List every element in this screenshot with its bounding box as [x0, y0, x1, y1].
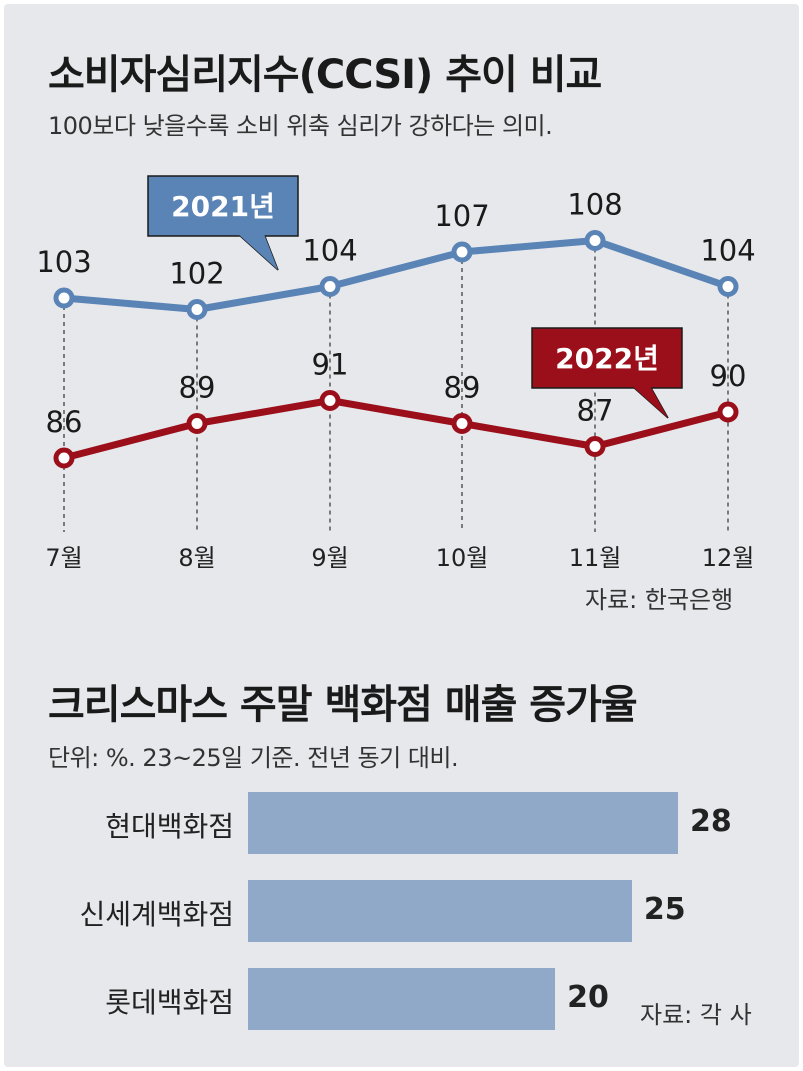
bar-category-label: 신세계백화점 [79, 898, 234, 931]
bar-chart-subtitle: 단위: %. 23~25일 기준. 전년 동기 대비. [48, 744, 459, 772]
bar [248, 968, 556, 1030]
data-label: 91 [312, 348, 349, 382]
data-point [451, 413, 473, 434]
data-point [584, 230, 606, 251]
data-label: 107 [434, 199, 489, 233]
bar-category-label: 현대백화점 [105, 810, 234, 843]
data-point [319, 276, 341, 297]
bar-chart-source: 자료: 각 사 [640, 1001, 752, 1029]
legend-2022-box [531, 327, 683, 389]
data-point [186, 413, 208, 434]
legend-2021-box [147, 175, 299, 237]
x-tick-label: 12월 [702, 544, 755, 572]
bar-value-label: 20 [567, 980, 609, 1015]
bar-value-label: 25 [643, 892, 686, 927]
data-point [53, 447, 75, 469]
x-tick-label: 11월 [569, 544, 622, 572]
line-chart-title: 소비자심리지수(CCSI) 추이 비교 [48, 52, 602, 98]
x-tick-label: 8월 [178, 544, 215, 572]
series-line-2022 [63, 397, 729, 462]
bar-value-label: 28 [690, 804, 732, 839]
data-label: 89 [179, 371, 216, 405]
line-chart: 7월 8월 9월 10월 11월 12월 103 102 104 107 108 104 86 89 91 8… [36, 175, 756, 572]
legend-2021-tail-fill [238, 234, 278, 270]
data-label: 104 [302, 234, 357, 268]
bar-chart-title: 크리스마스 주말 백화점 매출 증가율 [48, 682, 638, 728]
data-label: 102 [169, 257, 224, 291]
data-label: 108 [567, 188, 622, 222]
bar-category-label: 롯데백화점 [105, 986, 234, 1019]
data-point [186, 299, 208, 320]
data-point [584, 436, 606, 457]
line-chart-subtitle: 100보다 낮을수록 소비 위축 심리가 강하다는 의미. [48, 112, 553, 140]
data-point [451, 241, 473, 263]
x-tick-label: 7월 [45, 544, 82, 572]
data-point [53, 287, 75, 309]
x-tick-label: 9월 [311, 544, 348, 572]
data-point [717, 401, 739, 423]
bar [248, 792, 678, 854]
data-label: 86 [46, 405, 83, 439]
data-label: 87 [577, 394, 614, 428]
data-label: 103 [36, 245, 91, 279]
line-chart-source: 자료: 한국은행 [585, 586, 734, 614]
data-label: 90 [710, 359, 747, 393]
bar [248, 880, 632, 942]
data-point [319, 390, 341, 411]
x-tick-label: 10월 [436, 544, 489, 572]
legend-2022-tail-fill [632, 386, 668, 418]
data-point [717, 276, 739, 297]
data-label: 89 [444, 371, 481, 405]
legend-2022-label: 2022년 [555, 342, 659, 375]
legend-2021-label: 2021년 [171, 190, 275, 223]
data-label: 104 [700, 234, 755, 268]
series-line-2021 [63, 237, 730, 313]
